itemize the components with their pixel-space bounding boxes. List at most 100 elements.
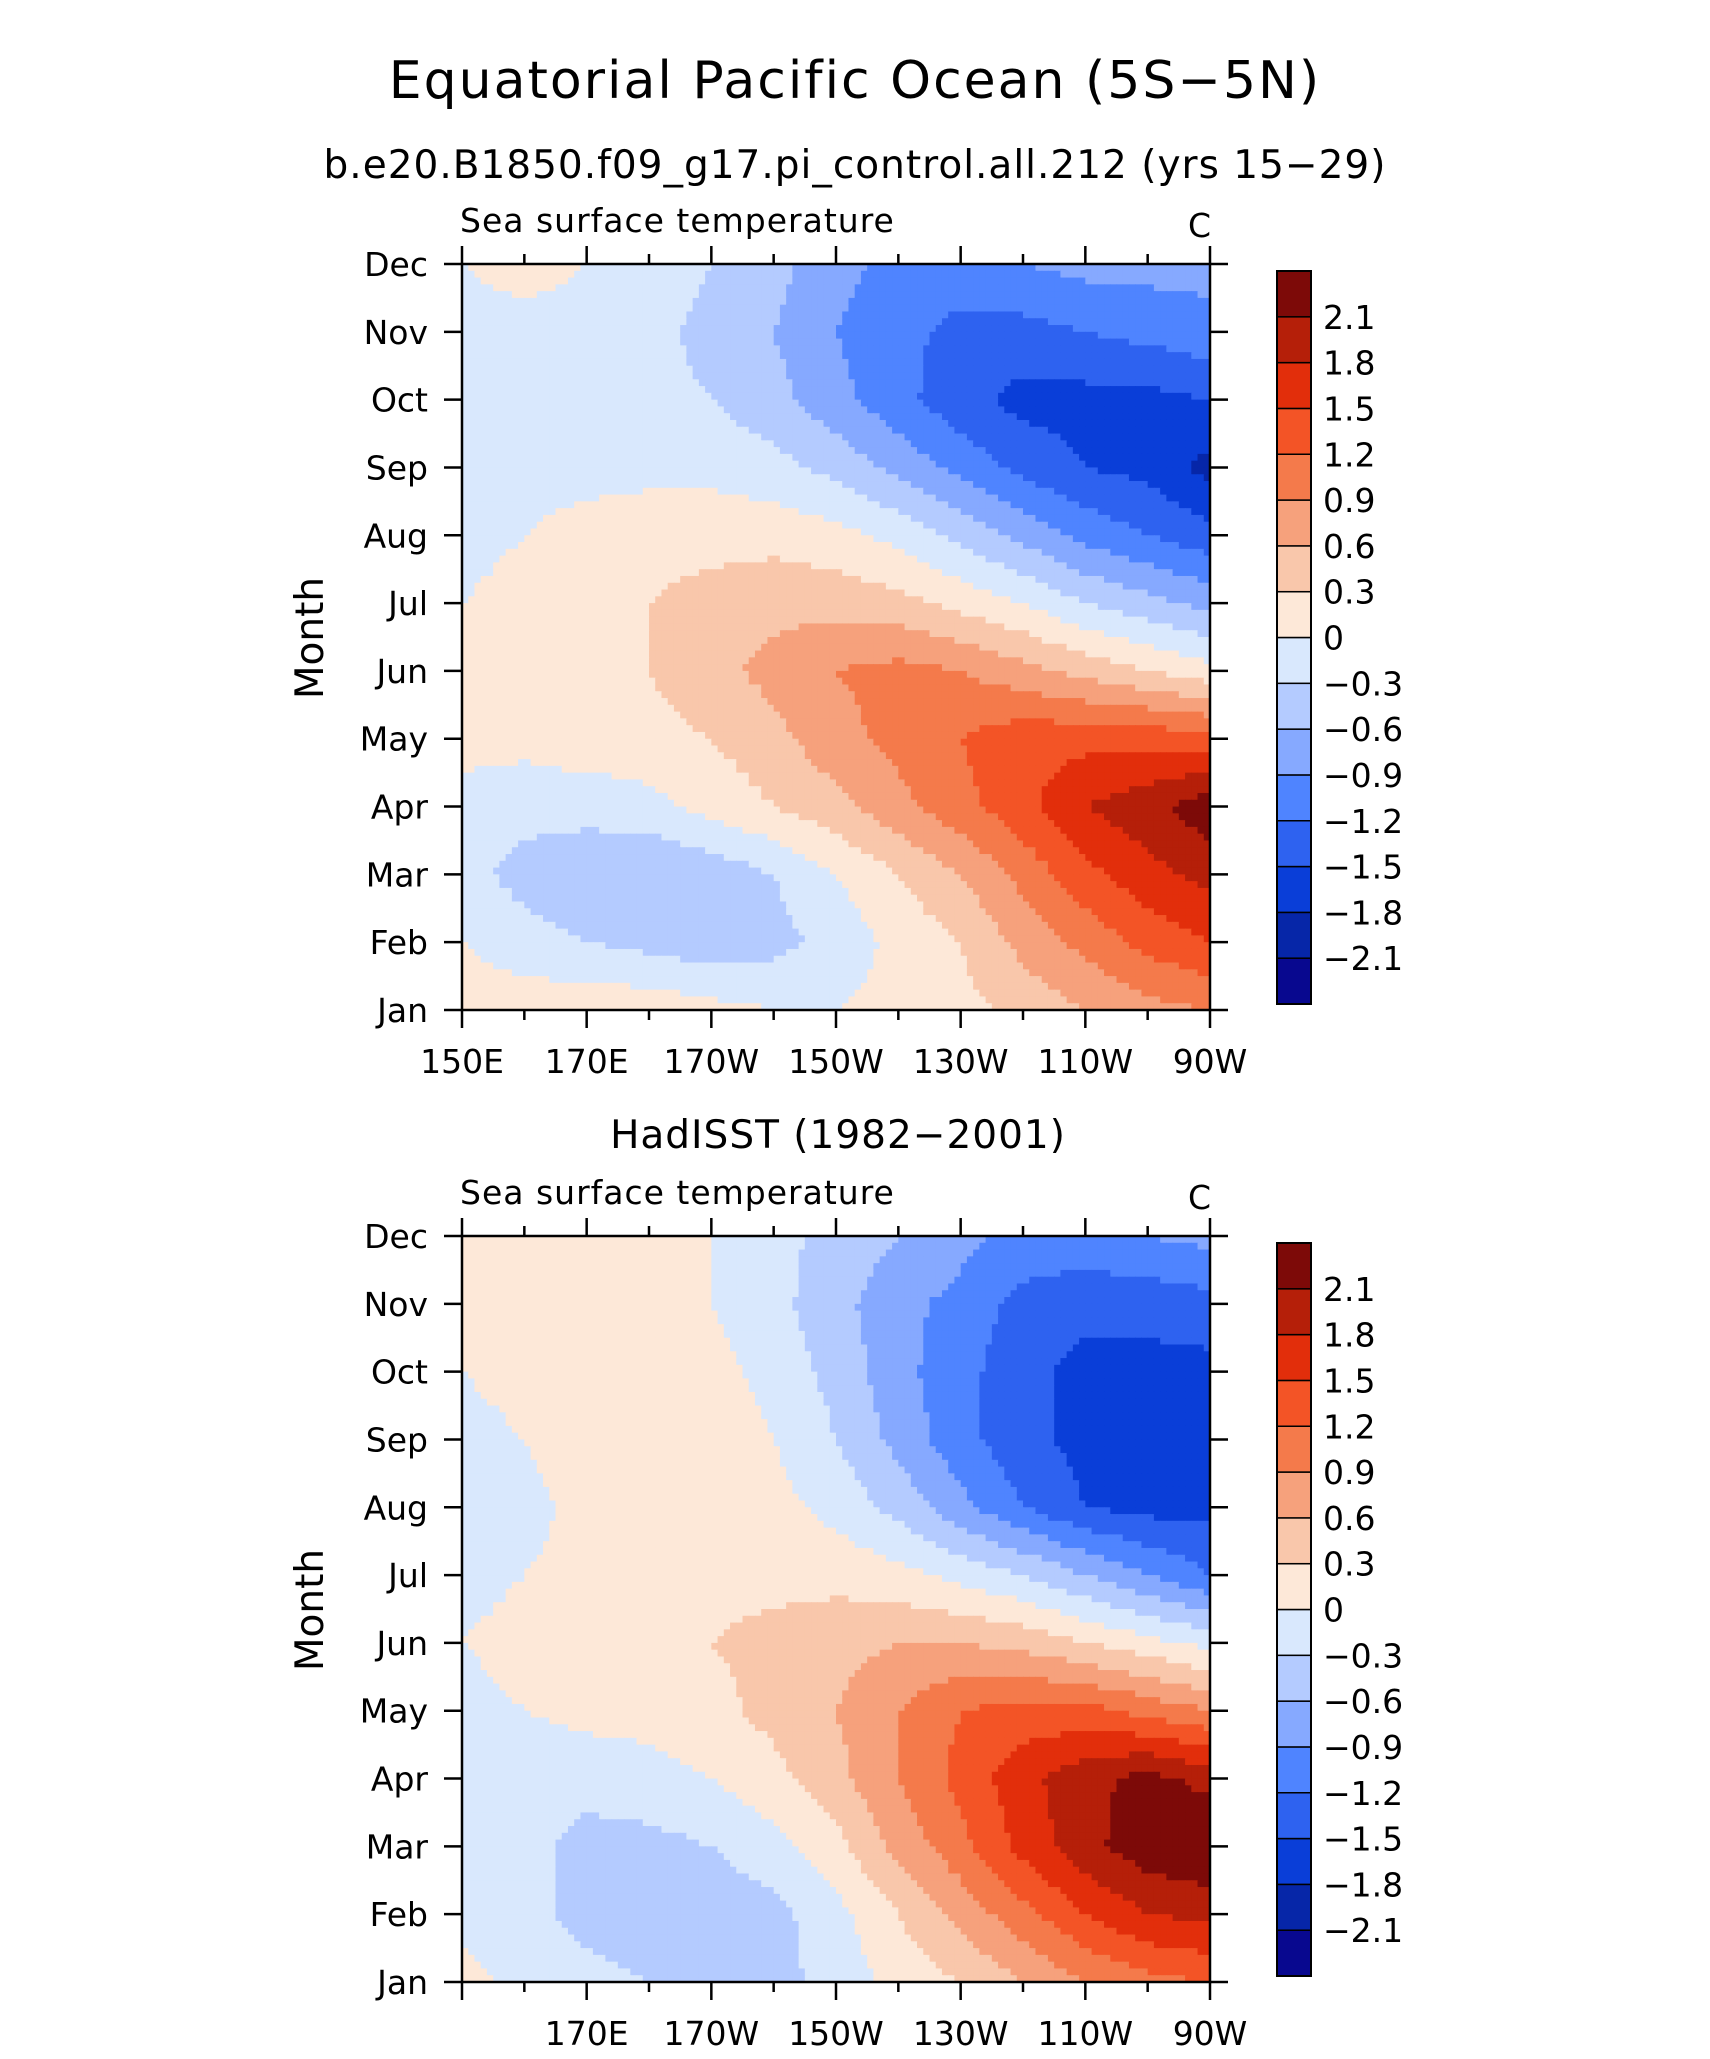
contour-cell xyxy=(506,359,513,366)
contour-cell xyxy=(848,447,855,454)
contour-cell xyxy=(1029,508,1036,515)
contour-cell xyxy=(711,359,718,366)
contour-cell xyxy=(842,488,849,495)
contour-cell xyxy=(556,291,563,298)
contour-cell xyxy=(1042,298,1049,305)
contour-cell xyxy=(506,495,513,502)
contour-cell xyxy=(848,488,855,495)
contour-cell xyxy=(1092,400,1099,407)
contour-cell xyxy=(973,359,980,366)
contour-cell xyxy=(1079,400,1086,407)
contour-cell xyxy=(867,495,874,502)
contour-cell xyxy=(481,271,488,278)
contour-cell xyxy=(930,345,937,352)
contour-cell xyxy=(873,359,880,366)
contour-cell xyxy=(1185,474,1192,481)
contour-cell xyxy=(817,318,824,325)
contour-cell xyxy=(861,495,868,502)
contour-cell xyxy=(1060,467,1067,474)
contour-cell xyxy=(624,386,631,393)
contour-cell xyxy=(986,284,993,291)
contour-cell xyxy=(705,379,712,386)
contour-cell xyxy=(892,291,899,298)
contour-cell xyxy=(817,271,824,278)
contour-cell xyxy=(1073,291,1080,298)
contour-cell xyxy=(1023,454,1030,461)
contour-cell xyxy=(1154,345,1161,352)
contour-cell xyxy=(605,386,612,393)
contour-cell xyxy=(767,528,774,535)
contour-cell xyxy=(518,481,525,488)
contour-cell xyxy=(1160,406,1167,413)
contour-cell xyxy=(1104,488,1111,495)
contour-cell xyxy=(1092,461,1099,468)
contour-cell xyxy=(767,339,774,346)
contour-cell xyxy=(711,393,718,400)
contour-cell xyxy=(1048,305,1055,312)
contour-cell xyxy=(1154,298,1161,305)
contour-cell xyxy=(618,325,625,332)
contour-cell xyxy=(686,406,693,413)
contour-cell xyxy=(686,488,693,495)
contour-cell xyxy=(998,339,1005,346)
contour-cell xyxy=(786,522,793,529)
contour-cell xyxy=(493,488,500,495)
contour-cell xyxy=(1060,515,1067,522)
contour-cell xyxy=(873,278,880,285)
contour-cell xyxy=(1191,508,1198,515)
contour-cell xyxy=(873,271,880,278)
contour-cell xyxy=(711,420,718,427)
contour-cell xyxy=(1141,298,1148,305)
contour-cell xyxy=(774,535,781,542)
contour-cell xyxy=(830,508,837,515)
contour-cell xyxy=(1179,406,1186,413)
contour-cell xyxy=(805,332,812,339)
contour-cell xyxy=(848,515,855,522)
contour-cell xyxy=(1141,284,1148,291)
contour-cell xyxy=(867,325,874,332)
contour-cell xyxy=(693,495,700,502)
contour-cell xyxy=(892,298,899,305)
contour-cell xyxy=(1067,528,1074,535)
contour-cell xyxy=(680,501,687,508)
contour-cell xyxy=(1067,339,1074,346)
contour-cell xyxy=(836,467,843,474)
contour-cell xyxy=(1191,291,1198,298)
contour-cell xyxy=(1160,291,1167,298)
contour-cell xyxy=(599,447,606,454)
contour-cell xyxy=(880,298,887,305)
contour-cell xyxy=(1060,359,1067,366)
contour-cell xyxy=(1098,488,1105,495)
contour-cell xyxy=(848,284,855,291)
contour-cell xyxy=(1017,474,1024,481)
contour-cell xyxy=(537,406,544,413)
contour-cell xyxy=(780,366,787,373)
contour-cell xyxy=(1067,461,1074,468)
contour-cell xyxy=(774,339,781,346)
contour-cell xyxy=(556,318,563,325)
contour-cell xyxy=(855,400,862,407)
contour-cell xyxy=(1166,508,1173,515)
contour-cell xyxy=(767,454,774,461)
contour-cell xyxy=(593,386,600,393)
contour-cell xyxy=(580,332,587,339)
contour-cell xyxy=(992,366,999,373)
contour-cell xyxy=(1198,495,1205,502)
contour-cell xyxy=(867,467,874,474)
contour-cell xyxy=(886,488,893,495)
contour-cell xyxy=(680,542,687,549)
contour-cell xyxy=(487,413,494,420)
contour-cell xyxy=(948,393,955,400)
contour-cell xyxy=(930,447,937,454)
contour-cell xyxy=(637,535,644,542)
contour-cell xyxy=(986,495,993,502)
contour-cell xyxy=(499,345,506,352)
contour-cell xyxy=(780,345,787,352)
contour-cell xyxy=(499,291,506,298)
contour-cell xyxy=(911,474,918,481)
contour-cell xyxy=(1054,440,1061,447)
contour-cell xyxy=(923,339,930,346)
contour-cell xyxy=(1011,515,1018,522)
contour-cell xyxy=(792,515,799,522)
contour-cell xyxy=(705,325,712,332)
